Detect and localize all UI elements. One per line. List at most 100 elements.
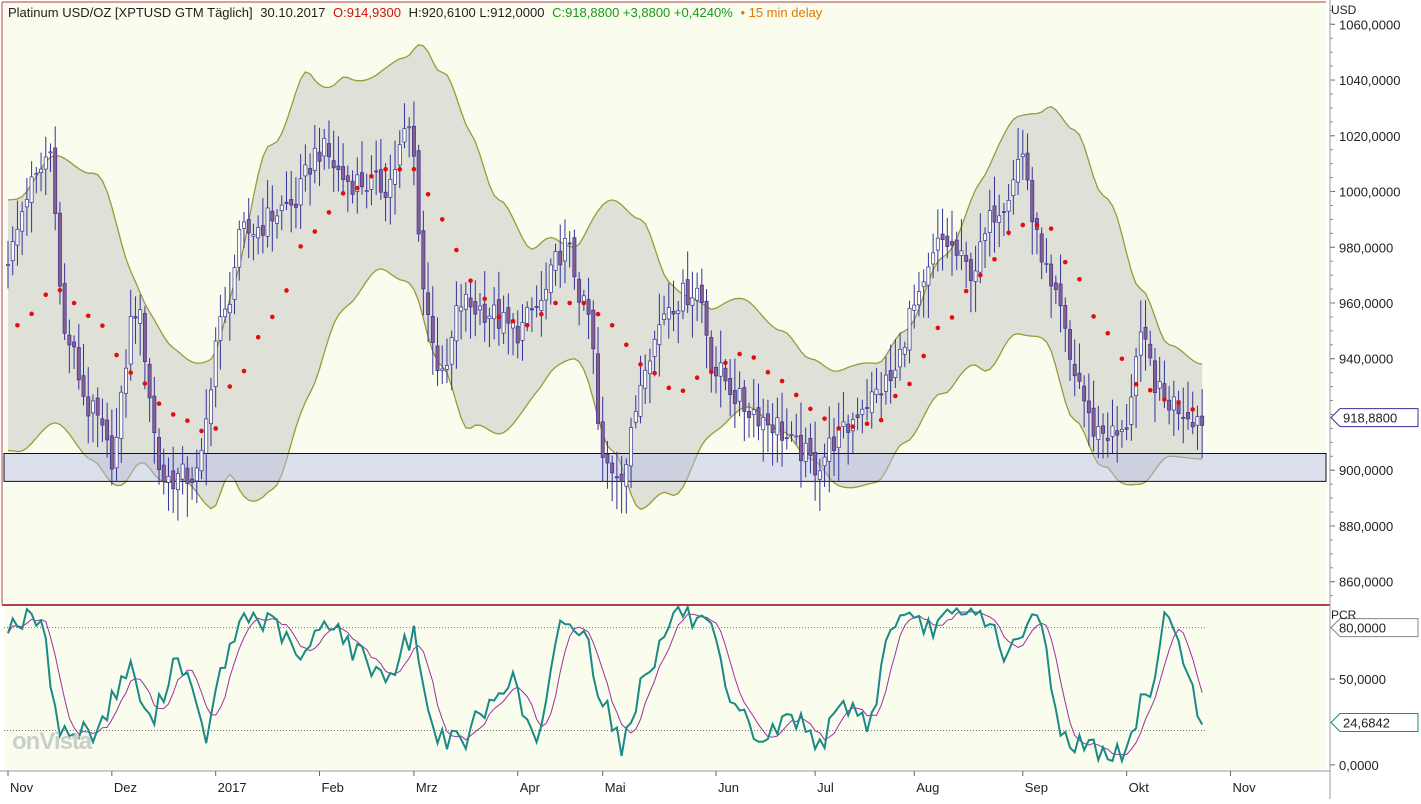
sma-dot	[1048, 226, 1054, 231]
candle	[643, 354, 648, 404]
candle	[1157, 356, 1162, 401]
candle-body	[397, 144, 402, 166]
sma-dot	[624, 342, 629, 348]
candle-body	[279, 204, 284, 211]
sma-dot	[270, 314, 275, 320]
candle	[345, 165, 350, 213]
candle	[676, 300, 681, 344]
sma-dot	[850, 424, 856, 429]
candle-body	[992, 205, 997, 223]
candle-body	[506, 307, 511, 324]
candle	[57, 201, 62, 305]
candle	[459, 283, 464, 340]
candle	[86, 367, 91, 444]
candle-body	[388, 178, 393, 198]
watermark-logo: onVista	[12, 728, 92, 755]
sma-dot	[638, 362, 643, 367]
candle	[1020, 129, 1025, 181]
x-tick-label: Nov	[10, 780, 34, 795]
pcr-current-marker: 24,6842	[1330, 713, 1419, 733]
candle	[463, 282, 468, 332]
candle-body	[539, 299, 544, 311]
sma-dot	[156, 401, 162, 406]
sma-dot	[949, 315, 955, 320]
candle	[959, 218, 964, 271]
candle-body	[171, 470, 176, 490]
candle-body	[1053, 282, 1058, 290]
candle-body	[1171, 396, 1176, 411]
sma-dot	[284, 288, 289, 293]
candle-body	[747, 410, 751, 418]
candle-body	[614, 476, 619, 479]
candle-body	[293, 203, 298, 208]
sma-dot	[921, 353, 926, 359]
candle-body	[525, 307, 530, 325]
candle	[223, 286, 228, 323]
candle	[803, 427, 808, 478]
candle-body	[662, 313, 667, 320]
candle-body	[256, 227, 261, 239]
sma-dot	[694, 375, 700, 381]
open-price: O:914,9300	[332, 5, 401, 20]
candle-body	[883, 374, 888, 392]
candle	[964, 241, 969, 289]
candle-body	[209, 389, 213, 425]
sma-dot	[1133, 381, 1139, 387]
candle-body	[1063, 305, 1068, 329]
price-tick-label: 940,0000	[1339, 352, 1393, 367]
sma-dot	[1062, 259, 1068, 265]
candle	[902, 341, 907, 368]
candle-body	[638, 384, 643, 417]
candle-body	[515, 325, 520, 344]
candle	[10, 226, 15, 276]
candle-body	[331, 160, 336, 169]
candle	[1025, 133, 1030, 191]
candle-body	[732, 390, 737, 404]
candles	[6, 101, 1205, 521]
candle-body	[407, 126, 412, 129]
candle-body	[548, 264, 553, 293]
pcr-indicator	[4, 604, 1205, 765]
candle	[430, 286, 435, 375]
sma-dot	[978, 272, 983, 278]
candle	[251, 223, 256, 261]
candle-body	[879, 393, 884, 396]
candle-body	[681, 282, 685, 312]
candle	[780, 392, 785, 467]
candle-body	[43, 156, 48, 170]
candle	[978, 213, 983, 284]
sma-dot	[369, 173, 374, 179]
sma-dot	[43, 292, 49, 298]
sma-dot	[1105, 330, 1111, 336]
candle	[284, 171, 289, 211]
candle-body	[775, 417, 780, 436]
candle-body	[91, 400, 95, 414]
candle-body	[968, 259, 973, 281]
candle-body	[1153, 360, 1157, 393]
candle-body	[147, 363, 152, 399]
candle-body	[1025, 152, 1030, 181]
candle	[506, 293, 511, 355]
candle	[808, 423, 813, 474]
candle	[893, 339, 898, 388]
candle	[142, 306, 147, 390]
candle-body	[940, 233, 945, 241]
pcr-axis-label: PCR	[1331, 608, 1357, 622]
candle	[322, 129, 327, 170]
candle	[190, 467, 195, 500]
sma-dot	[199, 428, 204, 434]
candle	[718, 330, 723, 408]
candle-body	[468, 297, 473, 308]
candle-body	[157, 437, 161, 471]
sma-dot	[652, 370, 657, 376]
candle	[968, 252, 973, 313]
candle	[1006, 184, 1011, 236]
candle	[822, 443, 827, 487]
sma-dot	[992, 256, 997, 262]
support-zone	[3, 453, 1327, 482]
candle	[265, 180, 270, 248]
candle-body	[312, 147, 317, 171]
candle-body	[48, 151, 53, 154]
